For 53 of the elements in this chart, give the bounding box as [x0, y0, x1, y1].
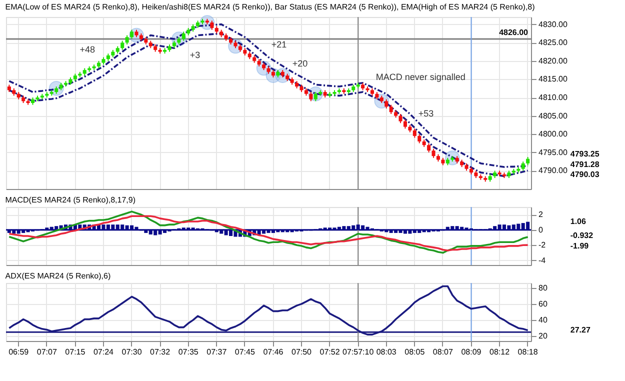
- text: 27.27: [570, 325, 591, 334]
- y-tick-label: 4825.00: [538, 38, 568, 48]
- x-tick-label: 08:12: [490, 348, 510, 356]
- x-tick-label: 08:07: [432, 348, 454, 356]
- x-tick-label: 08:05: [404, 348, 426, 356]
- x-tick-label: 07:32: [150, 348, 171, 356]
- x-tick-label: 06:59: [8, 348, 30, 356]
- y-tick-label: 4820.00: [538, 56, 568, 66]
- ref-line-label: 4826.00: [499, 28, 529, 37]
- y-tick-label: 40: [538, 316, 548, 325]
- y-tick-label: 2: [538, 210, 544, 220]
- x-tick-label: 07:46: [263, 348, 284, 356]
- x-tick-label: 08:18: [518, 348, 538, 356]
- chart-title: MACD(ES MAR24 (5 Renko),8,17,9): [5, 196, 136, 204]
- text: 4791.28: [570, 160, 600, 169]
- text: -1.99: [570, 241, 590, 250]
- text: 4790.03: [570, 170, 600, 180]
- text: -0.932: [570, 231, 594, 240]
- y-tick-label: 4830.00: [538, 20, 568, 29]
- y-tick-label: 4795.00: [538, 148, 568, 157]
- x-tick-label: 07:57:10: [342, 348, 374, 356]
- y-tick-label: 80: [538, 283, 548, 292]
- x-tick-label: 07:15: [65, 348, 86, 356]
- y-tick-label: 4810.00: [538, 93, 568, 102]
- y-tick-label: 4815.00: [538, 74, 568, 84]
- x-tick-label: 07:50: [291, 348, 312, 356]
- x-tick-label: 07:52: [320, 348, 340, 356]
- x-tick-label: 07:35: [178, 348, 199, 356]
- y-tick-label: -4: [538, 256, 546, 265]
- x-tick-label: 07:07: [36, 348, 58, 356]
- y-tick-label: 60: [538, 299, 548, 308]
- x-tick-label: 08:09: [461, 348, 482, 356]
- annotation: +53: [418, 108, 434, 118]
- y-tick-label: 0: [538, 225, 544, 234]
- annotation: +21: [271, 40, 287, 50]
- y-tick-label: 4805.00: [538, 111, 568, 120]
- x-tick-label: 08:03: [376, 348, 397, 356]
- annotation: +48: [80, 44, 96, 55]
- y-tick-label: -2: [538, 240, 546, 250]
- x-tick-label: 07:30: [122, 348, 142, 356]
- y-tick-label: 4800.00: [538, 130, 568, 139]
- chart-title: EMA(Low of ES MAR24 (5 Renko),8), Heiken/ashi8(ES MAR24 (5 Renko)), Bar Status (ES MAR24 (5 Renko)), EMA(High of ES MAR24 (5 Renko),8): [5, 2, 536, 12]
- y-tick-label: 20: [538, 332, 548, 341]
- y-tick-label: 4790.00: [538, 166, 568, 176]
- annotation: +3: [190, 50, 200, 60]
- x-tick-label: 07:45: [234, 348, 256, 356]
- chart-title: ADX(ES MAR24 (5 Renko),6): [5, 272, 111, 280]
- x-tick-label: 07:37: [206, 348, 228, 356]
- x-tick-label: 07:24: [93, 348, 114, 356]
- text: 1.06: [570, 216, 586, 226]
- annotation: +20: [292, 58, 308, 68]
- annotation: MACD never signalled: [376, 72, 466, 82]
- text: 4793.25: [570, 150, 600, 159]
